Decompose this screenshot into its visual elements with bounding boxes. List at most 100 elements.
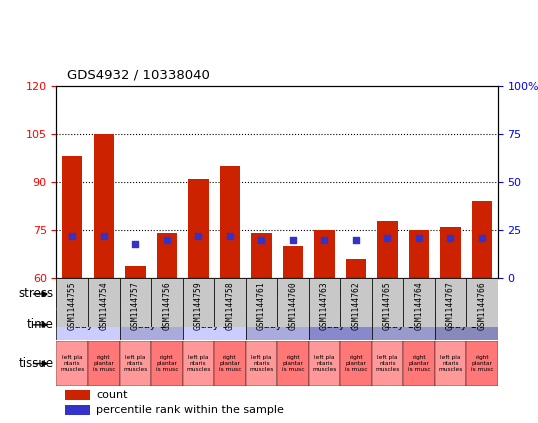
Point [68,233,76,239]
Point [131,240,139,247]
Text: left pla
ntaris
muscles: left pla ntaris muscles [375,355,400,372]
Text: day 1: day 1 [137,320,166,330]
Text: left pla
ntaris
muscles: left pla ntaris muscles [123,355,147,372]
Bar [119,341,151,386]
Bar [466,278,498,327]
Text: GSM1144754: GSM1144754 [99,281,108,330]
Bar [119,278,151,327]
Bar [182,310,245,340]
Text: right
plantar
is musc: right plantar is musc [345,355,367,372]
Bar [220,166,240,278]
Point [383,234,392,241]
Text: day 10: day 10 [385,320,421,330]
Text: day 0: day 0 [74,320,102,330]
Bar [151,341,182,386]
Bar [435,310,498,340]
Text: percentile rank within the sample: percentile rank within the sample [96,405,284,415]
Point [162,236,171,243]
Bar [65,405,89,415]
Bar [314,230,335,278]
Bar [157,233,177,278]
Bar [245,278,277,327]
Point [320,236,329,243]
Point [288,236,297,243]
Bar [472,201,492,278]
Point [257,236,266,243]
Bar [62,157,82,278]
Text: left pla
ntaris
muscles: left pla ntaris muscles [312,355,337,372]
Bar [372,341,403,386]
Bar [56,280,119,308]
Bar [372,278,403,327]
Bar [409,230,429,278]
Bar [282,246,303,278]
Bar [119,310,182,340]
Bar [245,341,277,386]
Bar [435,341,466,386]
Text: count: count [96,390,128,400]
Text: right
plantar
is musc: right plantar is musc [408,355,430,372]
Bar [372,310,435,340]
Text: left pla
ntaris
muscles: left pla ntaris muscles [60,355,84,372]
Bar [214,278,245,327]
Bar [88,278,119,327]
Bar [403,341,435,386]
Bar [309,341,340,386]
Text: GSM1144760: GSM1144760 [288,281,298,330]
Bar [309,310,372,340]
Bar [340,278,372,327]
Text: GDS4932 / 10338040: GDS4932 / 10338040 [67,69,210,82]
Point [478,234,486,241]
Text: synergist ablation: synergist ablation [256,288,362,300]
Point [194,233,203,239]
Bar [435,278,466,327]
Text: left pla
ntaris
muscles: left pla ntaris muscles [249,355,273,372]
Text: GSM1144755: GSM1144755 [68,281,77,330]
Text: GSM1144756: GSM1144756 [162,281,171,330]
Bar [125,266,145,278]
Bar [119,280,498,308]
Point [415,234,423,241]
Point [351,236,360,243]
Bar [182,341,214,386]
Bar [94,134,114,278]
Text: GSM1144765: GSM1144765 [383,281,392,330]
Bar [403,278,435,327]
Text: right
plantar
is musc: right plantar is musc [471,355,493,372]
Text: tissue: tissue [19,357,54,370]
Bar [65,390,89,400]
Bar [182,278,214,327]
Text: left pla
ntaris
muscles: left pla ntaris muscles [186,355,210,372]
Text: GSM1144763: GSM1144763 [320,281,329,330]
Text: GSM1144762: GSM1144762 [351,281,360,330]
Point [100,233,108,239]
Text: GSM1144759: GSM1144759 [194,281,203,330]
Bar [277,341,309,386]
Bar [245,310,309,340]
Text: stress: stress [19,288,54,300]
Bar [466,341,498,386]
Bar [440,227,461,278]
Bar [56,310,119,340]
Text: day 14: day 14 [448,320,484,330]
Bar [251,233,272,278]
Text: right
plantar
is musc: right plantar is musc [93,355,115,372]
Text: right
plantar
is musc: right plantar is musc [218,355,241,372]
Bar [345,259,366,278]
Point [225,233,234,239]
Text: right
plantar
is musc: right plantar is musc [155,355,178,372]
Text: right
plantar
is musc: right plantar is musc [281,355,304,372]
Text: GSM1144757: GSM1144757 [131,281,140,330]
Text: GSM1144767: GSM1144767 [446,281,455,330]
Bar [151,278,182,327]
Bar [309,278,340,327]
Point [446,234,455,241]
Text: day 3: day 3 [200,320,229,330]
Bar [377,221,398,278]
Text: GSM1144758: GSM1144758 [225,281,235,330]
Text: left pla
ntaris
muscles: left pla ntaris muscles [438,355,463,372]
Bar [188,179,209,278]
Text: GSM1144761: GSM1144761 [257,281,266,330]
Text: day 5: day 5 [263,320,292,330]
Text: time: time [27,319,54,331]
